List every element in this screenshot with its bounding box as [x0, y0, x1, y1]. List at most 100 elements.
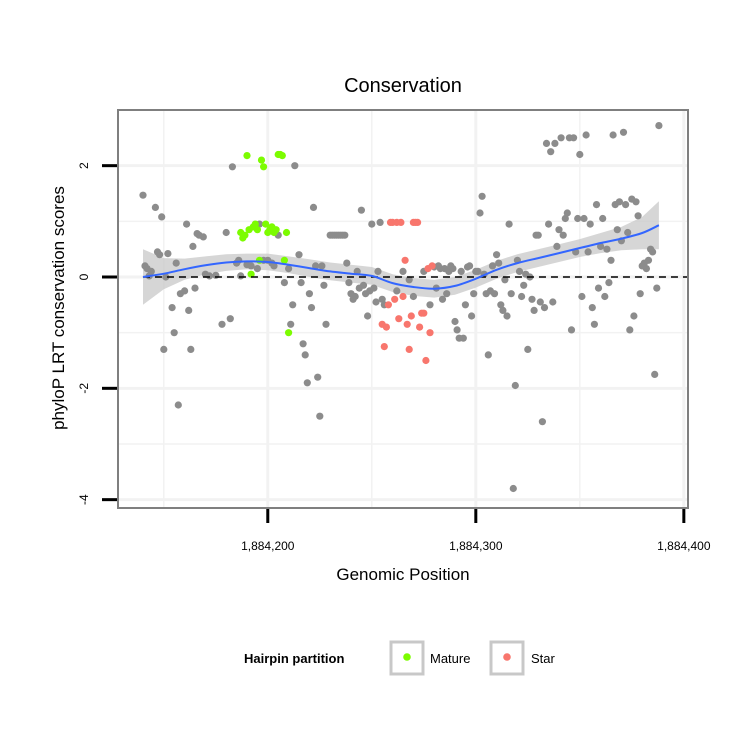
- point-other: [503, 312, 511, 320]
- point-mature: [282, 228, 291, 237]
- point-other: [509, 484, 517, 493]
- point-star: [391, 295, 399, 303]
- point-other: [320, 281, 328, 289]
- point-other: [474, 267, 482, 275]
- x-axis-title: Genomic Position: [336, 565, 469, 584]
- point-other: [189, 242, 197, 250]
- point-other: [507, 290, 515, 298]
- point-other: [247, 262, 255, 270]
- point-other: [597, 242, 605, 250]
- point-mature: [241, 231, 249, 239]
- legend-title: Hairpin partition: [244, 651, 344, 666]
- point-other: [345, 279, 353, 287]
- point-other: [147, 267, 155, 275]
- y-tick-label: 2: [77, 162, 91, 169]
- point-other: [499, 306, 507, 314]
- point-mature: [280, 256, 288, 264]
- point-other: [493, 251, 501, 259]
- point-other: [578, 292, 586, 301]
- point-other: [563, 209, 571, 217]
- point-other: [534, 231, 542, 239]
- point-star: [401, 256, 409, 264]
- point-other: [524, 345, 532, 353]
- y-axis: -4 -2 0 2: [77, 162, 117, 505]
- point-other: [409, 292, 417, 301]
- point-other: [405, 276, 413, 284]
- point-star: [397, 218, 405, 226]
- point-other: [588, 304, 596, 312]
- point-other: [378, 295, 386, 303]
- point-other: [515, 267, 524, 275]
- point-other: [553, 242, 561, 250]
- point-star: [426, 329, 434, 337]
- x-axis: 1,884,200 1,884,300 1,884,400: [241, 509, 711, 553]
- x-tick-label: 1,884,400: [657, 539, 711, 553]
- point-other: [622, 201, 630, 209]
- point-other: [295, 251, 303, 259]
- point-other: [484, 351, 492, 359]
- chart-title: Conservation: [344, 75, 462, 97]
- point-other: [576, 150, 584, 159]
- point-other: [476, 209, 484, 217]
- point-other: [181, 287, 189, 295]
- point-other: [393, 287, 401, 295]
- point-other: [289, 301, 297, 309]
- point-other: [655, 122, 663, 130]
- point-other: [505, 220, 513, 228]
- point-other: [156, 251, 164, 259]
- point-other: [151, 203, 159, 211]
- point-other: [199, 233, 207, 241]
- point-other: [253, 265, 261, 273]
- point-mature: [272, 226, 280, 234]
- point-mature: [278, 152, 286, 160]
- point-mature: [285, 329, 293, 337]
- point-other: [343, 259, 351, 267]
- point-other: [557, 134, 565, 142]
- point-other: [636, 290, 644, 298]
- legend-item-mature: Mature: [389, 640, 470, 676]
- y-axis-title: phyloP LRT conservation scores: [49, 186, 68, 430]
- point-other: [555, 226, 563, 234]
- point-other: [561, 214, 569, 223]
- point-other: [287, 320, 295, 328]
- point-other: [495, 259, 503, 267]
- y-tick-label: 0: [77, 273, 91, 280]
- point-star: [428, 262, 436, 270]
- legend-label-star: Star: [531, 651, 556, 666]
- smooth-trend-line: [142, 224, 660, 290]
- point-other: [559, 231, 567, 239]
- point-other: [160, 345, 168, 353]
- point-mature: [247, 270, 255, 278]
- point-other: [351, 292, 359, 301]
- point-other: [490, 290, 499, 298]
- point-other: [426, 301, 434, 309]
- point-other: [285, 265, 293, 273]
- point-other: [303, 379, 311, 387]
- x-tick-label: 1,884,300: [449, 539, 503, 553]
- point-other: [168, 304, 176, 312]
- y-tick-label: -2: [77, 383, 91, 394]
- point-star: [382, 323, 390, 331]
- point-other: [226, 315, 234, 323]
- point-other: [530, 306, 538, 314]
- point-mature: [243, 152, 251, 160]
- point-other: [651, 370, 659, 378]
- point-mature: [260, 163, 268, 171]
- point-other: [549, 298, 557, 306]
- point-other: [551, 139, 559, 147]
- point-other: [318, 262, 326, 270]
- point-other: [542, 139, 551, 147]
- point-other: [374, 267, 382, 275]
- point-other: [312, 262, 320, 270]
- point-other: [183, 220, 191, 228]
- point-other: [301, 351, 309, 359]
- legend-item-star: Star: [489, 640, 556, 676]
- point-other: [466, 262, 474, 270]
- point-star: [405, 345, 413, 353]
- point-star: [395, 315, 403, 323]
- point-other: [518, 292, 526, 301]
- point-mature: [253, 226, 261, 234]
- point-other: [322, 320, 330, 328]
- point-other: [580, 214, 588, 223]
